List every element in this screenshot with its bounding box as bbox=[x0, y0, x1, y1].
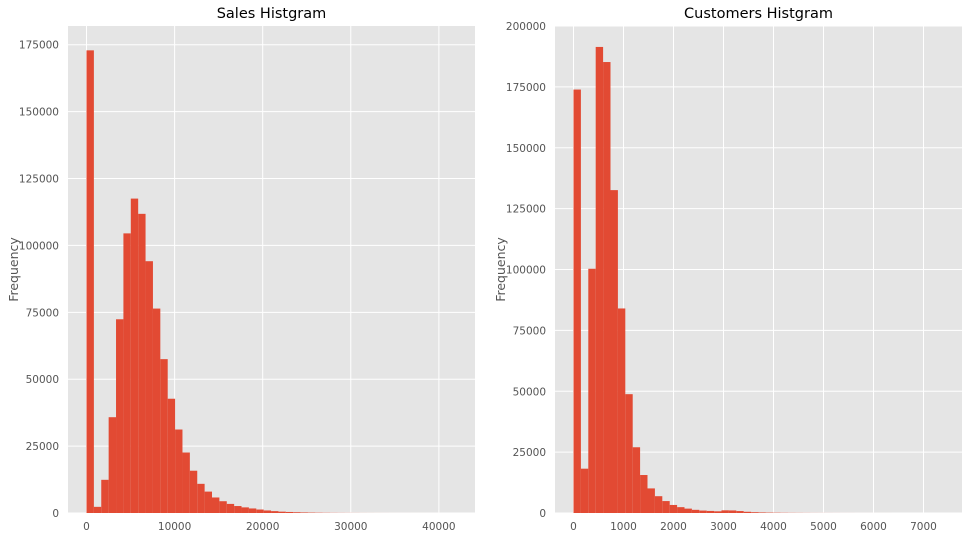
chart-1-bar bbox=[160, 359, 168, 513]
chart-2-y-tick-label: 200000 bbox=[506, 21, 546, 33]
chart-2-x-tick-label: 7000 bbox=[910, 521, 937, 533]
chart-1-bar bbox=[219, 501, 227, 513]
chart-1-y-axis-label: Frequency bbox=[6, 237, 21, 302]
chart-1-bar bbox=[226, 503, 235, 513]
chart-2-bar bbox=[728, 510, 737, 513]
chart-2-y-tick-label: 150000 bbox=[506, 143, 546, 155]
chart-1-bar bbox=[234, 506, 242, 513]
chart-1-bar bbox=[293, 512, 301, 513]
chart-1-bar bbox=[271, 511, 279, 513]
chart-2-bar bbox=[669, 504, 678, 513]
chart-2-y-tick-label: 125000 bbox=[506, 204, 546, 216]
chart-1-y-tick-label: 25000 bbox=[26, 441, 59, 453]
chart-1-bar bbox=[241, 507, 249, 513]
chart-1-bar bbox=[93, 506, 102, 513]
chart-2-bar bbox=[684, 508, 692, 513]
chart-2-bar bbox=[617, 308, 626, 513]
chart-2-bar bbox=[625, 394, 633, 513]
chart-2-bar bbox=[632, 447, 641, 513]
chart-2-bar bbox=[595, 46, 604, 513]
chart-1-x-tick-label: 0 bbox=[83, 521, 90, 533]
chart-1-bar bbox=[138, 213, 146, 514]
chart-2-y-axis-label: Frequency bbox=[493, 237, 508, 302]
chart-2-bar bbox=[603, 62, 611, 514]
chart-2-bar bbox=[691, 509, 700, 513]
chart-2-bar bbox=[743, 511, 752, 513]
chart-1-x-tick-label: 30000 bbox=[334, 521, 367, 533]
chart-1-y-tick-label: 75000 bbox=[26, 307, 59, 319]
chart-2-x-tick-label: 6000 bbox=[860, 521, 887, 533]
chart-2-bar bbox=[677, 507, 685, 513]
chart-1-bar bbox=[145, 261, 153, 513]
chart-2-bar bbox=[706, 510, 715, 513]
chart-1-bar bbox=[175, 429, 183, 513]
chart-2-bar bbox=[654, 496, 663, 513]
chart-1-y-tick-label: 50000 bbox=[26, 374, 59, 386]
chart-1-bar bbox=[212, 497, 220, 513]
chart-2-x-tick-label: 1000 bbox=[610, 521, 637, 533]
chart-1-bar bbox=[197, 483, 205, 513]
chart-1-y-tick-label: 100000 bbox=[19, 240, 59, 252]
chart-2-bar bbox=[647, 488, 655, 513]
chart-1-x-tick-label: 10000 bbox=[158, 521, 191, 533]
chart-2-title: Customers Histgram bbox=[684, 6, 833, 22]
chart-2-bar bbox=[758, 512, 766, 513]
chart-1-bar bbox=[101, 479, 109, 513]
chart-1-x-tick-label: 20000 bbox=[246, 521, 279, 533]
chart-2-bar bbox=[640, 475, 648, 513]
chart-2-x-tick-label: 0 bbox=[570, 521, 577, 533]
chart-2-bar bbox=[662, 501, 670, 513]
chart-2-y-tick-label: 50000 bbox=[513, 386, 546, 398]
chart-1-bar bbox=[248, 508, 257, 513]
chart-2-y-tick-label: 0 bbox=[539, 508, 546, 520]
chart-2-bar bbox=[588, 268, 596, 513]
chart-1-y-tick-label: 150000 bbox=[19, 107, 59, 119]
chart-1-title: Sales Histgram bbox=[217, 6, 327, 22]
chart-1-y-tick-label: 175000 bbox=[19, 40, 59, 52]
chart-2-bar bbox=[736, 511, 744, 513]
chart-2-x-tick-label: 3000 bbox=[710, 521, 737, 533]
chart-2-x-tick-label: 5000 bbox=[810, 521, 837, 533]
chart-1-bar bbox=[285, 511, 294, 513]
chart-2-x-tick-label: 4000 bbox=[760, 521, 787, 533]
chart-2-bar bbox=[580, 468, 589, 513]
chart-2-y-tick-label: 175000 bbox=[506, 82, 546, 94]
chart-2-x-tick-label: 2000 bbox=[660, 521, 687, 533]
chart-1-bar bbox=[130, 198, 139, 514]
chart-1-bar bbox=[108, 417, 117, 513]
chart-1-bar bbox=[189, 470, 198, 513]
chart-1-bar bbox=[300, 512, 308, 513]
chart-2-y-tick-label: 25000 bbox=[513, 447, 546, 459]
chart-1-y-tick-label: 0 bbox=[52, 508, 59, 520]
chart-2-bar bbox=[699, 510, 707, 513]
chart-1-bar bbox=[278, 511, 286, 513]
chart-2-bar bbox=[573, 89, 581, 513]
chart-1-bar bbox=[152, 308, 161, 513]
chart-1-bar bbox=[86, 50, 94, 513]
chart-1-bar bbox=[256, 509, 264, 513]
chart-2-y-tick-label: 75000 bbox=[513, 325, 546, 337]
chart-2-y-tick-label: 100000 bbox=[506, 265, 546, 277]
chart-1-bar bbox=[116, 319, 124, 513]
chart-1-bar bbox=[167, 398, 176, 513]
chart-1-bar bbox=[182, 452, 190, 513]
chart-2-bar bbox=[721, 510, 729, 513]
chart-1-x-tick-label: 40000 bbox=[422, 521, 455, 533]
chart-2-bar bbox=[610, 190, 618, 513]
chart-1-bar bbox=[263, 510, 272, 513]
chart-2-bar bbox=[714, 511, 722, 513]
chart-1-y-tick-label: 125000 bbox=[19, 174, 59, 186]
chart-1-bar bbox=[123, 233, 131, 513]
chart-1-bar bbox=[204, 491, 213, 513]
chart-2-bar bbox=[751, 512, 759, 513]
